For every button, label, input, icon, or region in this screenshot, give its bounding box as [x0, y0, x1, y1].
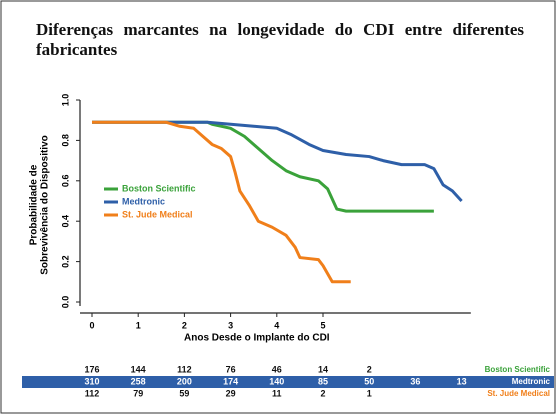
- y-tick-label: 0.6: [60, 175, 70, 188]
- risk-count: 79: [133, 388, 143, 398]
- risk-count: 85: [318, 376, 328, 386]
- risk-count: 174: [223, 376, 238, 386]
- y-tick-label: 1.0: [60, 94, 70, 107]
- legend-label: Medtronic: [122, 196, 165, 206]
- legend-label: Boston Scientific: [122, 183, 196, 193]
- risk-count: 176: [84, 364, 99, 374]
- risk-count: 2: [367, 364, 372, 374]
- risk-count: 112: [85, 388, 100, 398]
- x-tick-label: 0: [89, 320, 94, 330]
- risk-count: 144: [131, 364, 146, 374]
- risk-count: 2: [320, 388, 325, 398]
- legend-label: St. Jude Medical: [122, 209, 193, 219]
- y-tick-label: 0.2: [60, 255, 70, 268]
- chart-title: Diferenças marcantes na longevidade do C…: [36, 20, 524, 59]
- risk-count: 76: [226, 364, 236, 374]
- y-tick-label: 0.4: [60, 215, 70, 228]
- survival-line: [92, 120, 351, 284]
- risk-count: 29: [226, 388, 236, 398]
- risk-count: 310: [84, 376, 99, 386]
- risk-count: 258: [131, 376, 146, 386]
- y-axis-label: Sobrevivência do Dispositivo: [40, 135, 51, 274]
- risk-row-label: Medtronic: [512, 377, 551, 386]
- risk-count: 112: [177, 364, 192, 374]
- y-tick-label: 0.8: [60, 134, 70, 147]
- risk-count: 140: [269, 376, 284, 386]
- survival-line: [92, 120, 463, 203]
- x-tick-label: 4: [274, 320, 279, 330]
- x-tick-label: 2: [182, 320, 187, 330]
- y-axis-label: Probabilidade de: [29, 164, 40, 245]
- x-tick-label: 3: [228, 320, 233, 330]
- y-tick-label: 0.0: [60, 296, 70, 309]
- x-tick-label: 5: [320, 320, 325, 330]
- risk-count: 11: [272, 388, 282, 398]
- survival-line: [92, 120, 434, 213]
- risk-count: 14: [318, 364, 328, 374]
- risk-count: 200: [177, 376, 192, 386]
- x-axis-label: Anos Desde o Implante do CDI: [184, 333, 330, 344]
- risk-count: 36: [410, 376, 420, 386]
- risk-row-band: [22, 376, 554, 388]
- risk-count: 50: [364, 376, 374, 386]
- risk-count: 59: [179, 388, 189, 398]
- risk-row-label: St. Jude Medical: [487, 389, 550, 398]
- risk-count: 13: [457, 376, 467, 386]
- risk-count: 46: [272, 364, 282, 374]
- x-tick-label: 1: [136, 320, 141, 330]
- risk-count: 1: [367, 388, 372, 398]
- risk-row-label: Boston Scientific: [485, 365, 551, 374]
